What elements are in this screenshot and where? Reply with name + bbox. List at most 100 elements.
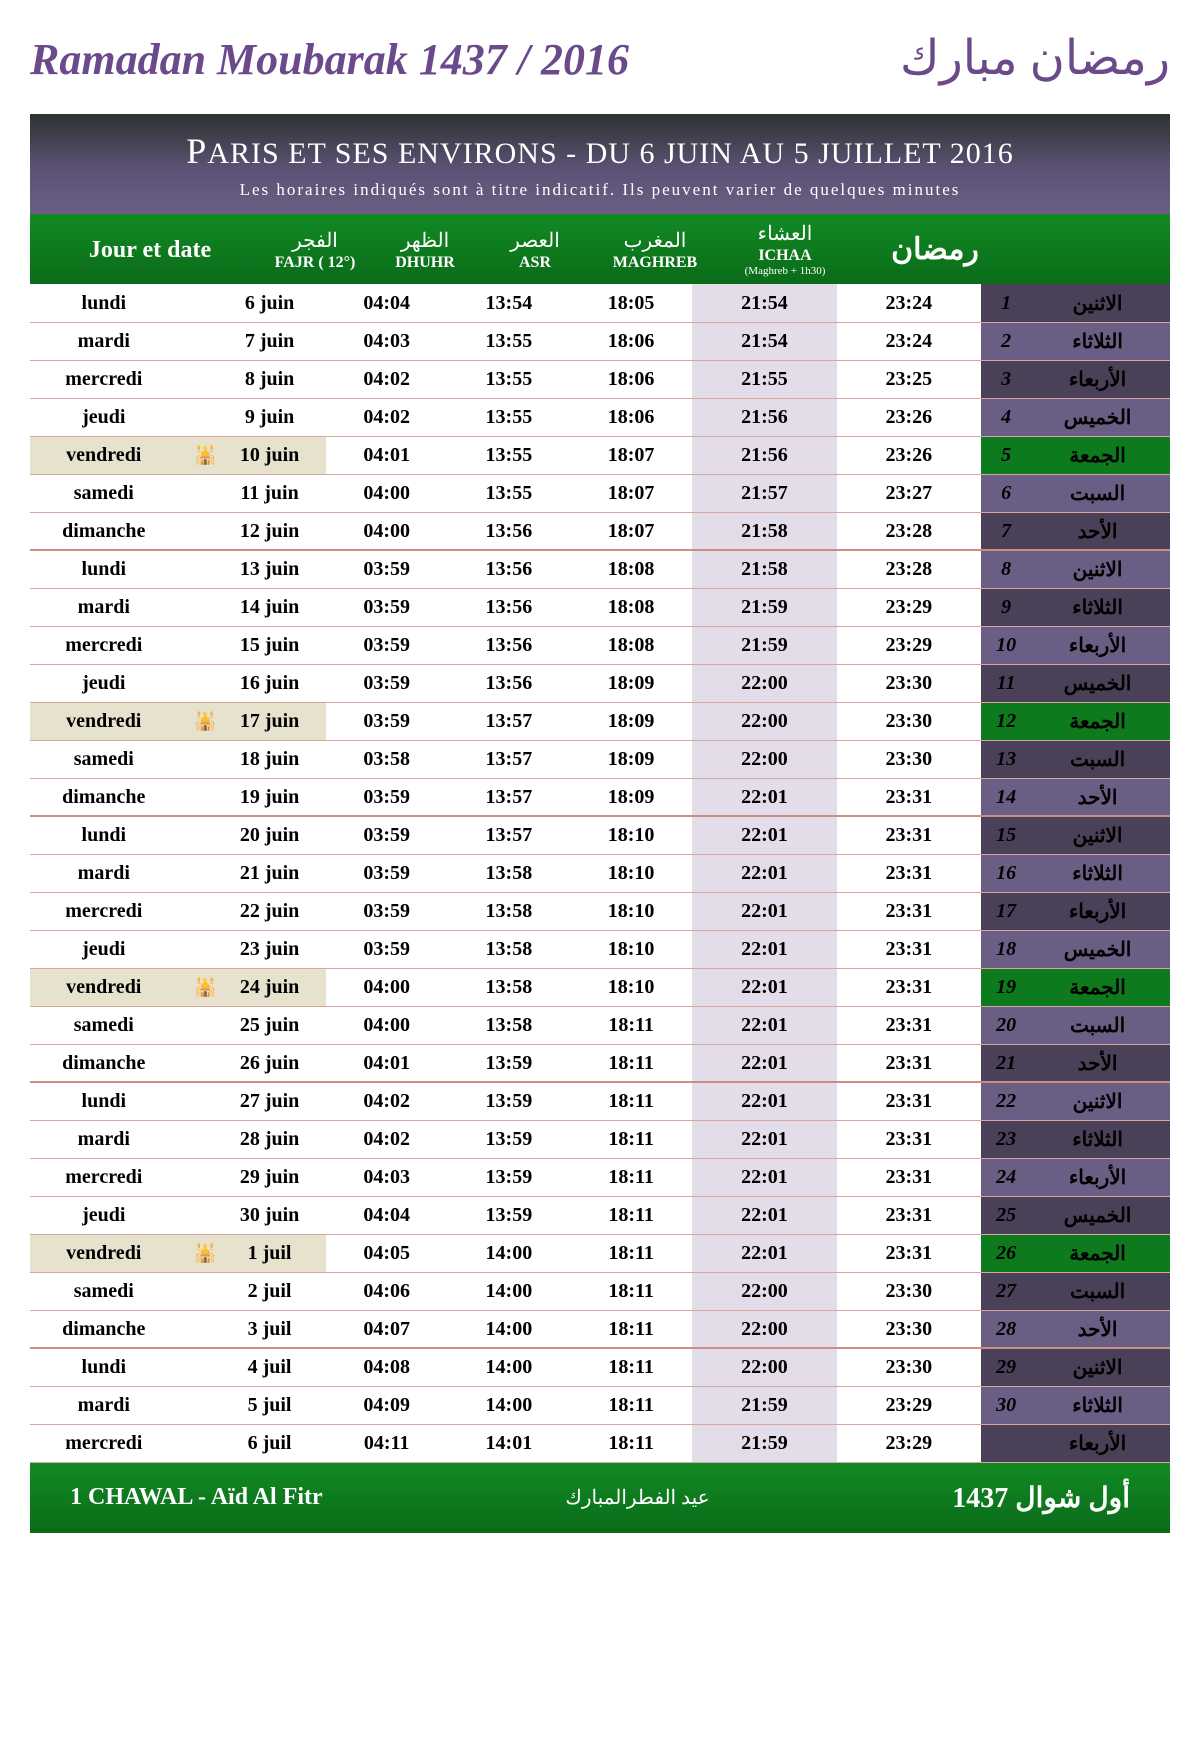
arabic-cell: الاثنين1: [981, 284, 1170, 322]
mosque-cell: [186, 778, 226, 816]
mosque-icon: 🕌: [194, 977, 216, 998]
day-french: mercredi: [30, 892, 186, 930]
col-ramadan: رمضان: [850, 232, 1020, 268]
maghreb-time: 22:01: [692, 892, 836, 930]
day-arabic: الثلاثاء: [1039, 329, 1156, 354]
dhuhr-ar: الظهر: [370, 229, 480, 253]
mosque-cell: [186, 1006, 226, 1044]
dhuhr-time: 14:00: [448, 1310, 570, 1348]
day-arabic: الأربعاء: [1039, 1165, 1156, 1190]
day-arabic: الثلاثاء: [1039, 595, 1156, 620]
mosque-cell: [186, 1272, 226, 1310]
day-french: lundi: [30, 1082, 186, 1120]
day-french: mercredi: [30, 1424, 186, 1462]
maghreb-time: 21:58: [692, 512, 836, 550]
maghreb-time: 22:01: [692, 968, 836, 1006]
dhuhr-time: 13:55: [448, 398, 570, 436]
date-french: 6 juil: [226, 1424, 326, 1462]
arabic-cell: الجمعة26: [981, 1234, 1170, 1272]
ichaa-time: 23:31: [837, 892, 981, 930]
ichaa-time: 23:29: [837, 1386, 981, 1424]
ramadan-num: 23: [991, 1128, 1021, 1151]
ichaa-time: 23:30: [837, 1348, 981, 1386]
asr-time: 18:10: [570, 968, 692, 1006]
day-french: mardi: [30, 1120, 186, 1158]
date-french: 26 juin: [226, 1044, 326, 1082]
table-row: lundi4 juil04:0814:0018:1122:0023:30الاث…: [30, 1348, 1170, 1386]
fajr-time: 03:59: [326, 664, 448, 702]
ramadan-num: 3: [991, 368, 1021, 391]
maghreb-time: 22:01: [692, 816, 836, 854]
col-asr: العصر ASR: [480, 229, 590, 272]
asr-time: 18:06: [570, 322, 692, 360]
ramadan-num: 14: [991, 786, 1021, 809]
ichaa-time: 23:28: [837, 512, 981, 550]
mosque-cell: [186, 930, 226, 968]
ramadan-num: 15: [991, 824, 1021, 847]
day-arabic: الخميس: [1039, 405, 1156, 430]
ichaa-time: 23:29: [837, 626, 981, 664]
fajr-time: 04:04: [326, 1196, 448, 1234]
dhuhr-time: 13:59: [448, 1044, 570, 1082]
mosque-cell: [186, 892, 226, 930]
footer-middle: عيد الفطرالمبارك: [565, 1485, 709, 1510]
table-row: mercredi15 juin03:5913:5618:0821:5923:29…: [30, 626, 1170, 664]
fajr-time: 04:08: [326, 1348, 448, 1386]
date-french: 11 juin: [226, 474, 326, 512]
table-row: jeudi23 juin03:5913:5818:1022:0123:31الخ…: [30, 930, 1170, 968]
ichaa-time: 23:26: [837, 398, 981, 436]
day-arabic: الاثنين: [1039, 1089, 1156, 1114]
date-french: 6 juin: [226, 284, 326, 322]
dhuhr-time: 14:00: [448, 1348, 570, 1386]
arabic-cell: الاثنين15: [981, 816, 1170, 854]
arabic-cell: الأحد28: [981, 1310, 1170, 1348]
dhuhr-time: 13:58: [448, 1006, 570, 1044]
table-row: samedi25 juin04:0013:5818:1122:0123:31ال…: [30, 1006, 1170, 1044]
date-french: 20 juin: [226, 816, 326, 854]
fajr-time: 04:00: [326, 512, 448, 550]
dhuhr-time: 14:00: [448, 1386, 570, 1424]
ichaa-time: 23:31: [837, 1196, 981, 1234]
fajr-time: 04:01: [326, 1044, 448, 1082]
fajr-time: 03:59: [326, 778, 448, 816]
maghreb-time: 22:01: [692, 1044, 836, 1082]
banner-text: ARIS ET SES ENVIRONS - DU 6 JUIN AU 5 JU…: [207, 137, 1013, 170]
arabic-cell: الثلاثاء23: [981, 1120, 1170, 1158]
arabic-cell: الثلاثاء16: [981, 854, 1170, 892]
asr-ar: العصر: [480, 229, 590, 253]
dhuhr-time: 13:54: [448, 284, 570, 322]
mosque-cell: [186, 284, 226, 322]
mosque-cell: [186, 588, 226, 626]
dhuhr-time: 13:57: [448, 702, 570, 740]
day-arabic: الأربعاء: [1039, 1431, 1156, 1456]
arabic-cell: الاثنين29: [981, 1348, 1170, 1386]
date-french: 24 juin: [226, 968, 326, 1006]
ramadan-num: 18: [991, 938, 1021, 961]
fajr-time: 04:02: [326, 398, 448, 436]
ramadan-num: 4: [991, 406, 1021, 429]
table-row: samedi2 juil04:0614:0018:1122:0023:30الس…: [30, 1272, 1170, 1310]
day-french: jeudi: [30, 1196, 186, 1234]
dhuhr-time: 14:00: [448, 1272, 570, 1310]
maghreb-time: 21:57: [692, 474, 836, 512]
ramadan-num: 9: [991, 596, 1021, 619]
ichaa-time: 23:30: [837, 1310, 981, 1348]
fajr-time: 04:00: [326, 1006, 448, 1044]
dhuhr-time: 13:58: [448, 892, 570, 930]
maghreb-time: 21:58: [692, 550, 836, 588]
ichaa-en: ICHAA: [720, 246, 850, 265]
maghreb-time: 22:00: [692, 740, 836, 778]
table-row: dimanche3 juil04:0714:0018:1122:0023:30ا…: [30, 1310, 1170, 1348]
dhuhr-time: 14:01: [448, 1424, 570, 1462]
dhuhr-time: 13:58: [448, 930, 570, 968]
title-row: Ramadan Moubarak 1437 / 2016 رمضان مبارك: [30, 30, 1170, 86]
table-row: vendredi🕌1 juil04:0514:0018:1122:0123:31…: [30, 1234, 1170, 1272]
mosque-cell: 🕌: [186, 968, 226, 1006]
asr-time: 18:10: [570, 816, 692, 854]
maghreb-time: 21:59: [692, 1386, 836, 1424]
day-arabic: الخميس: [1039, 671, 1156, 696]
day-french: mercredi: [30, 1158, 186, 1196]
day-arabic: الأحد: [1039, 785, 1156, 810]
date-french: 13 juin: [226, 550, 326, 588]
date-french: 9 juin: [226, 398, 326, 436]
